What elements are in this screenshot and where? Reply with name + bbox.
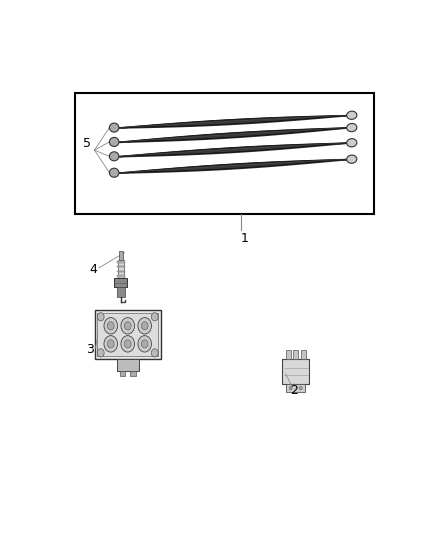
Bar: [117, 359, 139, 371]
Circle shape: [138, 336, 152, 352]
Circle shape: [141, 340, 148, 348]
Bar: [286, 384, 305, 392]
Bar: [130, 370, 135, 376]
Circle shape: [104, 336, 117, 352]
Bar: [282, 359, 309, 384]
Circle shape: [151, 349, 158, 357]
Bar: [117, 261, 125, 263]
Circle shape: [97, 313, 104, 321]
Circle shape: [121, 318, 134, 334]
Ellipse shape: [110, 123, 119, 132]
Ellipse shape: [110, 168, 119, 177]
Bar: [120, 370, 125, 376]
Circle shape: [138, 318, 152, 334]
Bar: [95, 310, 161, 359]
Text: 5: 5: [83, 138, 91, 150]
Circle shape: [121, 336, 134, 352]
Bar: [117, 260, 124, 278]
Circle shape: [300, 386, 302, 390]
Bar: [114, 278, 127, 287]
Bar: [117, 266, 125, 268]
Ellipse shape: [347, 124, 357, 132]
Circle shape: [107, 340, 114, 348]
Circle shape: [151, 313, 158, 321]
Text: 4: 4: [90, 263, 98, 276]
Circle shape: [290, 386, 292, 390]
Bar: [119, 251, 124, 260]
Ellipse shape: [347, 111, 357, 119]
Ellipse shape: [110, 152, 119, 161]
Bar: [300, 350, 306, 359]
Bar: [75, 93, 374, 214]
Circle shape: [104, 318, 117, 334]
Text: 2: 2: [290, 384, 298, 397]
Text: 1: 1: [241, 232, 249, 245]
Bar: [293, 350, 298, 359]
Ellipse shape: [347, 155, 357, 163]
Bar: [117, 271, 125, 272]
Circle shape: [107, 322, 114, 330]
Ellipse shape: [347, 139, 357, 147]
Bar: [97, 313, 158, 356]
Circle shape: [124, 322, 131, 330]
Text: 3: 3: [86, 343, 94, 356]
Circle shape: [97, 349, 104, 357]
Ellipse shape: [110, 138, 119, 147]
Bar: [117, 276, 125, 277]
Circle shape: [124, 340, 131, 348]
Circle shape: [141, 322, 148, 330]
Bar: [286, 350, 291, 359]
Bar: [117, 287, 125, 297]
